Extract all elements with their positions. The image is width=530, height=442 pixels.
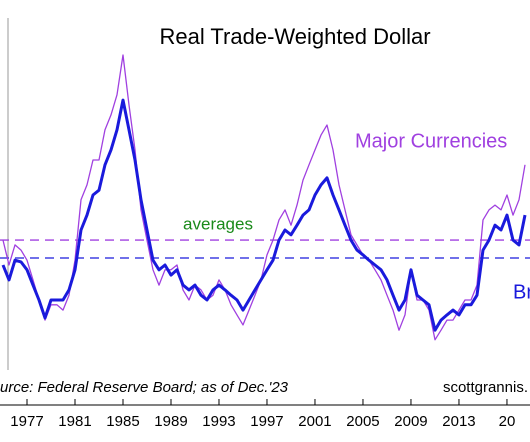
x-tick-label: 2013	[442, 413, 475, 430]
x-tick-label: 1977	[10, 413, 43, 430]
credit: scottgrannis.	[443, 379, 528, 396]
x-tick-label: 20	[499, 413, 516, 430]
x-tick-label: 1997	[250, 413, 283, 430]
x-tick-label: 2005	[346, 413, 379, 430]
chart-title: Real Trade-Weighted Dollar	[159, 24, 430, 49]
x-tick-label: 1985	[106, 413, 139, 430]
series-line	[1, 98, 527, 332]
x-tick-label: 1989	[154, 413, 187, 430]
legend-label: Br	[513, 281, 530, 303]
x-tick-label: 1993	[202, 413, 235, 430]
annotation: averages	[183, 214, 253, 233]
x-tick-label: 1981	[58, 413, 91, 430]
x-tick-label: 2001	[298, 413, 331, 430]
source-note: urce: Federal Reserve Board; as of Dec.'…	[0, 379, 289, 396]
x-tick-label: 2009	[394, 413, 427, 430]
legend-label: Major Currencies	[355, 130, 507, 152]
series-line	[2, 54, 526, 341]
